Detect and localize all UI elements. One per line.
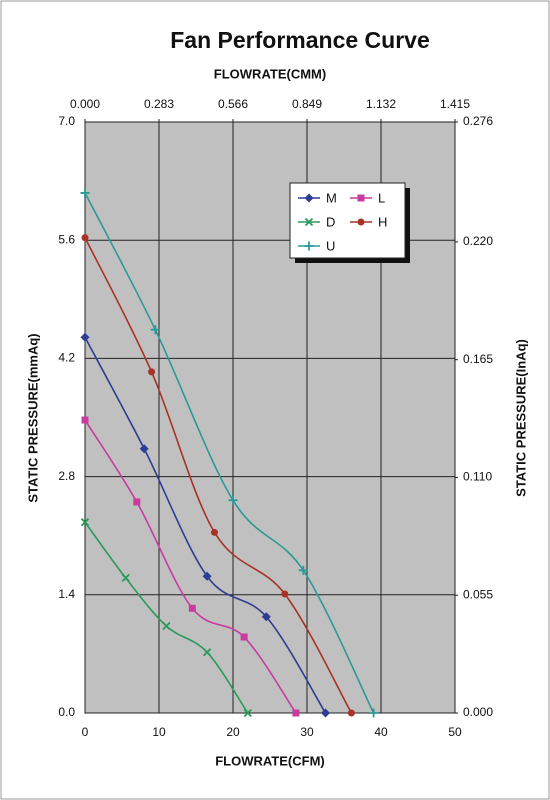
marker [211,528,218,536]
y2-tick-label: 0.055 [463,587,493,601]
marker [298,565,308,575]
legend-label: D [326,214,335,229]
y2-tick-label: 0.110 [463,470,492,484]
marker [81,234,89,242]
y2-tick-label: 0.220 [463,234,493,248]
legend-label: L [378,190,385,205]
y-tick-label: 2.8 [58,469,75,483]
x2-tick-label: 0.000 [70,97,100,111]
marker [81,416,89,424]
y-tick-label: 5.6 [58,232,75,246]
x2-tick-label: 0.849 [292,97,322,111]
legend-label: H [378,214,387,229]
y-tick-label: 1.4 [58,587,75,601]
marker [80,518,90,527]
x2-tick-label: 1.132 [366,97,396,111]
marker [292,709,300,717]
y2-tick-label: 0.000 [463,705,493,719]
marker [243,708,252,718]
marker [304,241,314,251]
x2-tick-label: 0.566 [218,97,248,111]
marker [357,218,365,226]
legend-label: U [326,238,335,253]
marker [148,368,156,376]
x2-axis-title: FLOWRATE(CMM) [214,66,326,81]
chart-title: Fan Performance Curve [170,27,429,53]
marker [139,444,149,454]
marker [228,495,238,505]
x2-tick-label: 0.283 [144,97,174,111]
y-tick-label: 7.0 [58,114,75,128]
marker [240,633,248,641]
marker [347,709,355,717]
x-tick-label: 0 [82,725,89,739]
marker [281,590,289,598]
marker [321,708,330,718]
marker [150,325,160,335]
x-axis-title: FLOWRATE(CFM) [215,753,325,768]
x2-tick-label: 1.415 [440,97,470,111]
y2-tick-label: 0.276 [463,114,493,128]
y2-tick-label: 0.165 [463,352,493,366]
marker [188,604,196,612]
marker [80,332,90,342]
y-axis-title: STATIC PRESSURE(mmAq) [25,333,40,502]
marker [369,708,379,718]
marker [261,612,271,622]
marker [304,193,314,203]
marker [304,217,314,227]
marker [133,498,141,506]
marker [162,621,171,631]
series-line [84,237,353,714]
legend-label: M [326,190,337,205]
x-tick-label: 20 [226,725,240,739]
marker [202,648,212,657]
marker [357,194,365,202]
legend: M L D H U [289,182,410,263]
y-tick-label: 4.2 [58,351,75,365]
x-tick-label: 10 [152,725,166,739]
x-tick-label: 50 [448,725,462,739]
y2-axis-title: STATIC PRESSURE(InAq) [513,339,528,497]
marker [80,188,90,198]
series-line [84,192,375,714]
x-tick-label: 30 [300,725,314,739]
series-line [84,336,327,714]
marker [121,573,130,583]
x-tick-label: 40 [374,725,388,739]
y-tick-label: 0.0 [58,705,75,719]
marker [202,571,212,581]
